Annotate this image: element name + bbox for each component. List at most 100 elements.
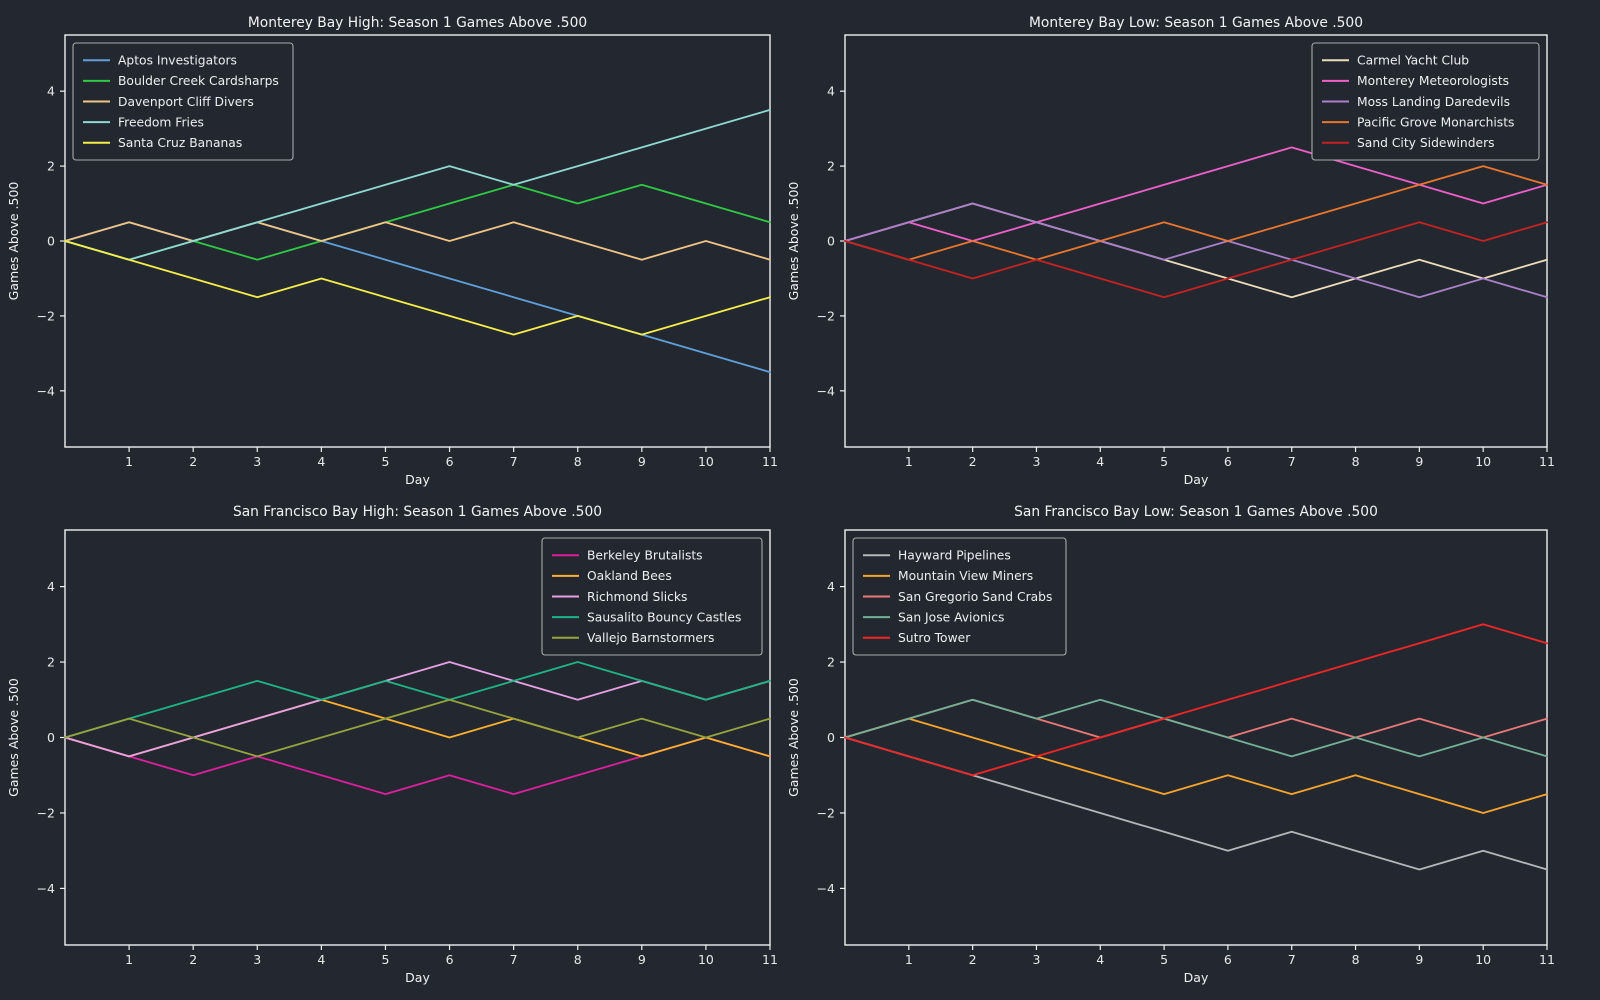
legend: Berkeley Brutalists Oakland Bees Richmond … [541, 537, 763, 656]
chart-title: Monterey Bay Low: Season 1 Games Above .… [1029, 15, 1363, 31]
x-tick-label: 6 [446, 454, 454, 469]
x-axis-label: Day [405, 472, 430, 487]
x-tick-label: 5 [381, 454, 389, 469]
x-tick-label: 8 [574, 454, 582, 469]
legend-box [72, 42, 294, 161]
legend-item-richmond-slicks: Richmond Slicks [552, 590, 687, 604]
legend-label: Richmond Slicks [587, 590, 687, 604]
x-tick-label: 11 [1539, 454, 1555, 469]
x-axis-label: Day [1184, 970, 1209, 985]
y-tick-label: 4 [827, 84, 835, 99]
x-tick-label: 4 [317, 952, 325, 967]
legend-box [541, 537, 763, 656]
legend-item-carmel-yacht-club: Carmel Yacht Club [1322, 54, 1469, 68]
x-tick-label: 11 [762, 952, 778, 967]
x-tick-label: 9 [1415, 454, 1423, 469]
legend-label: Sand City Sidewinders [1357, 136, 1495, 150]
legend: Carmel Yacht Club Monterey Meteorologists… [1311, 42, 1540, 161]
series-line-davenport-cliff-divers [64, 221, 771, 261]
legend-item-san-gregorio-sand-crabs: San Gregorio Sand Crabs [863, 590, 1052, 604]
y-tick-label: 2 [47, 159, 55, 174]
x-tick-label: 11 [1539, 952, 1555, 967]
legend-label: Boulder Creek Cardsharps [118, 74, 279, 88]
x-tick-label: 9 [638, 454, 646, 469]
series-line-sand-city-sidewinders [844, 221, 1548, 299]
x-tick-label: 7 [510, 952, 518, 967]
x-tick-label: 4 [317, 454, 325, 469]
x-tick-label: 3 [1032, 952, 1040, 967]
y-tick-label: 4 [827, 579, 835, 594]
legend: Aptos Investigators Boulder Creek Cardsha… [72, 42, 294, 161]
chart-monterey-bay-low: −4 −2 0 2 4 1 2 3 4 5 6 7 8 9 10 11 Monterey Bay Low: Se… [786, 15, 1555, 487]
legend-item-davenport-cliff-divers: Davenport Cliff Divers [83, 95, 254, 109]
x-tick-label: 1 [905, 454, 913, 469]
legend-label: Oakland Bees [587, 569, 672, 583]
chart-title: San Francisco Bay Low: Season 1 Games Ab… [1014, 504, 1378, 520]
x-tick-label: 10 [1475, 454, 1491, 469]
series-line-san-jose-avionics [844, 698, 1548, 758]
y-tick-label: −2 [817, 308, 835, 323]
y-axis-label: Games Above .500 [786, 182, 801, 301]
chart-monterey-bay-high: −4 −2 0 2 4 1 2 3 4 5 6 7 8 9 10 11 Monterey Bay High: S… [6, 15, 778, 487]
legend-item-sand-city-sidewinders: Sand City Sidewinders [1322, 136, 1495, 150]
series-line-freedom-fries [64, 109, 771, 261]
y-axis-label: Games Above .500 [6, 182, 21, 301]
y-tick-label: −4 [817, 881, 835, 896]
legend-item-monterey-meteorologists: Monterey Meteorologists [1322, 74, 1509, 88]
x-tick-label: 2 [189, 952, 197, 967]
legend-item-aptos-investigators: Aptos Investigators [83, 54, 237, 68]
legend-label: San Jose Avionics [898, 610, 1004, 624]
legend-label: Sutro Tower [898, 631, 971, 645]
y-tick-label: −2 [37, 805, 55, 820]
series-line-vallejo-barnstormers [64, 698, 771, 758]
legend-box [852, 537, 1067, 656]
x-tick-label: 4 [1096, 454, 1104, 469]
x-tick-label: 6 [1224, 952, 1232, 967]
legend-item-sausalito-bouncy-castles: Sausalito Bouncy Castles [552, 610, 741, 624]
x-tick-label: 2 [969, 454, 977, 469]
y-tick-label: 2 [47, 655, 55, 670]
x-tick-label: 7 [510, 454, 518, 469]
legend-item-sutro-tower: Sutro Tower [863, 631, 971, 645]
legend-label: Santa Cruz Bananas [118, 136, 242, 150]
x-tick-label: 3 [253, 454, 261, 469]
legend-item-san-jose-avionics: San Jose Avionics [863, 610, 1004, 624]
chart-title: San Francisco Bay High: Season 1 Games A… [233, 504, 602, 520]
y-tick-label: −4 [817, 383, 835, 398]
chart-san-francisco-bay-low: −4 −2 0 2 4 1 2 3 4 5 6 7 8 9 10 11 San Francisco Bay Lo… [786, 504, 1555, 985]
chart-title: Monterey Bay High: Season 1 Games Above … [248, 15, 587, 31]
legend-item-santa-cruz-bananas: Santa Cruz Bananas [83, 136, 242, 150]
y-tick-label: 0 [827, 234, 835, 249]
legend: Hayward Pipelines Mountain View Miners San… [852, 537, 1067, 656]
x-tick-label: 8 [1352, 454, 1360, 469]
x-axis-label: Day [405, 970, 430, 985]
x-tick-label: 11 [762, 454, 778, 469]
legend-item-oakland-bees: Oakland Bees [552, 569, 672, 583]
x-tick-label: 10 [698, 454, 714, 469]
legend-item-mountain-view-miners: Mountain View Miners [863, 569, 1033, 583]
y-tick-label: 0 [47, 234, 55, 249]
legend-label: Davenport Cliff Divers [118, 95, 254, 109]
y-tick-label: −4 [37, 881, 55, 896]
x-tick-label: 9 [638, 952, 646, 967]
series-line-sausalito-bouncy-castles [64, 661, 771, 739]
y-tick-label: 0 [827, 730, 835, 745]
y-tick-label: −2 [817, 805, 835, 820]
x-tick-label: 1 [905, 952, 913, 967]
legend-item-moss-landing-daredevils: Moss Landing Daredevils [1322, 95, 1510, 109]
y-tick-label: 4 [47, 579, 55, 594]
y-tick-label: 2 [827, 655, 835, 670]
legend-item-boulder-creek-cardsharps: Boulder Creek Cardsharps [83, 74, 279, 88]
legend-item-berkeley-brutalists: Berkeley Brutalists [552, 549, 703, 563]
x-tick-label: 10 [1475, 952, 1491, 967]
x-axis-label: Day [1184, 472, 1209, 487]
x-tick-label: 3 [253, 952, 261, 967]
series-line-mountain-view-miners [844, 717, 1548, 814]
x-tick-label: 2 [189, 454, 197, 469]
x-tick-label: 7 [1288, 952, 1296, 967]
series-line-moss-landing-daredevils [844, 202, 1548, 299]
y-tick-label: 2 [827, 159, 835, 174]
x-tick-label: 10 [698, 952, 714, 967]
legend-label: Berkeley Brutalists [587, 549, 703, 563]
